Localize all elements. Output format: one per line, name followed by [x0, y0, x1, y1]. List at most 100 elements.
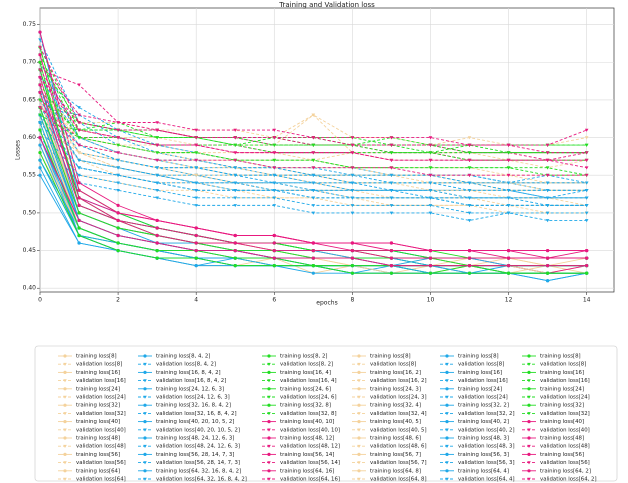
legend-label: training loss[24, 12, 6, 3]	[156, 386, 224, 392]
data-point	[389, 241, 394, 245]
data-point	[585, 271, 589, 275]
data-point	[116, 128, 120, 132]
data-point	[428, 189, 433, 193]
data-point	[116, 121, 120, 125]
legend-label: validation loss[32, 2]	[458, 411, 515, 417]
legend-marker	[445, 395, 449, 399]
legend-marker	[63, 469, 67, 473]
legend-label: validation loss[16]	[458, 378, 508, 384]
legend-marker	[267, 395, 271, 399]
data-point	[467, 189, 472, 193]
data-point	[194, 143, 198, 147]
data-point	[233, 136, 238, 140]
legend-label: training loss[16, 4]	[280, 370, 331, 376]
data-point	[467, 158, 472, 162]
data-point	[155, 151, 159, 155]
legend-marker	[445, 354, 449, 358]
data-point	[116, 203, 120, 207]
data-point	[467, 196, 472, 200]
legend-label: validation loss[32, 16, 8, 4, 2]	[156, 411, 237, 417]
data-point	[194, 264, 198, 268]
legend-marker	[357, 469, 361, 473]
data-point	[116, 166, 120, 170]
x-tick-label: 8	[350, 297, 354, 304]
legend-marker	[527, 444, 531, 448]
legend-marker	[527, 420, 531, 424]
data-point	[155, 233, 159, 238]
data-point	[389, 143, 394, 147]
data-point	[38, 121, 42, 125]
legend-marker	[267, 362, 271, 366]
legend-marker	[357, 395, 361, 399]
data-point	[77, 181, 81, 185]
data-point	[546, 271, 550, 275]
data-point	[233, 264, 237, 268]
data-point	[38, 113, 42, 117]
data-point	[38, 166, 42, 170]
data-point	[38, 98, 42, 102]
legend-label: training loss[40, 10]	[280, 419, 334, 425]
legend-marker	[267, 461, 271, 465]
data-point	[38, 30, 42, 34]
data-point	[155, 166, 159, 170]
data-point	[428, 256, 433, 260]
legend-label: training loss[64, 4]	[458, 468, 509, 474]
data-point	[272, 196, 277, 200]
legend-marker	[143, 412, 147, 416]
legend-label: training loss[48]	[76, 436, 120, 442]
data-point	[546, 248, 550, 253]
data-point	[116, 241, 120, 245]
data-point	[194, 181, 198, 185]
legend-label: training loss[64, 32, 16, 8, 4, 2]	[156, 468, 241, 474]
legend-label: validation loss[16, 4]	[280, 378, 337, 384]
data-point	[77, 106, 81, 110]
data-point	[77, 188, 81, 192]
data-point	[311, 136, 316, 140]
data-point	[311, 241, 315, 245]
legend-marker	[267, 469, 271, 473]
legend-label: validation loss[64, 2]	[540, 477, 597, 483]
data-point	[116, 136, 120, 140]
data-point	[77, 128, 81, 132]
data-point	[233, 189, 238, 193]
legend-marker	[527, 395, 531, 399]
data-point	[428, 248, 433, 253]
legend-marker	[267, 412, 271, 416]
data-point	[545, 211, 550, 215]
legend-label: training loss[24, 6]	[280, 386, 331, 392]
data-point	[233, 241, 237, 245]
legend-label: training loss[16]	[540, 370, 584, 376]
data-point	[428, 136, 433, 140]
legend-label: validation loss[8]	[76, 362, 122, 368]
data-point	[350, 136, 355, 140]
data-point	[155, 226, 159, 230]
legend-label: validation loss[24]	[540, 395, 590, 401]
data-point	[116, 226, 120, 230]
legend-label: training loss[8, 2]	[280, 354, 328, 360]
data-point	[584, 196, 589, 200]
data-point	[155, 218, 159, 223]
data-point	[584, 166, 589, 170]
legend-label: validation loss[40]	[76, 427, 126, 433]
legend-label: training loss[48, 12]	[280, 436, 334, 442]
legend-label: training loss[8]	[458, 354, 499, 360]
data-point	[467, 166, 472, 170]
legend-label: validation loss[48, 3]	[458, 444, 515, 450]
data-point	[311, 196, 316, 200]
data-point	[428, 151, 433, 155]
legend-label: validation loss[48, 6]	[370, 444, 427, 450]
data-point	[584, 173, 589, 178]
data-point	[272, 158, 277, 162]
data-point	[38, 143, 42, 147]
data-point	[116, 151, 120, 155]
legend-marker	[63, 354, 67, 358]
legend-label: training loss[48, 6]	[370, 436, 421, 442]
data-point	[311, 248, 315, 253]
legend-label: validation loss[56, 14]	[280, 460, 340, 466]
legend-marker	[267, 477, 271, 481]
legend-label: training loss[64, 2]	[540, 468, 591, 474]
data-point	[545, 204, 550, 208]
data-point	[389, 196, 394, 200]
data-point	[272, 248, 276, 253]
